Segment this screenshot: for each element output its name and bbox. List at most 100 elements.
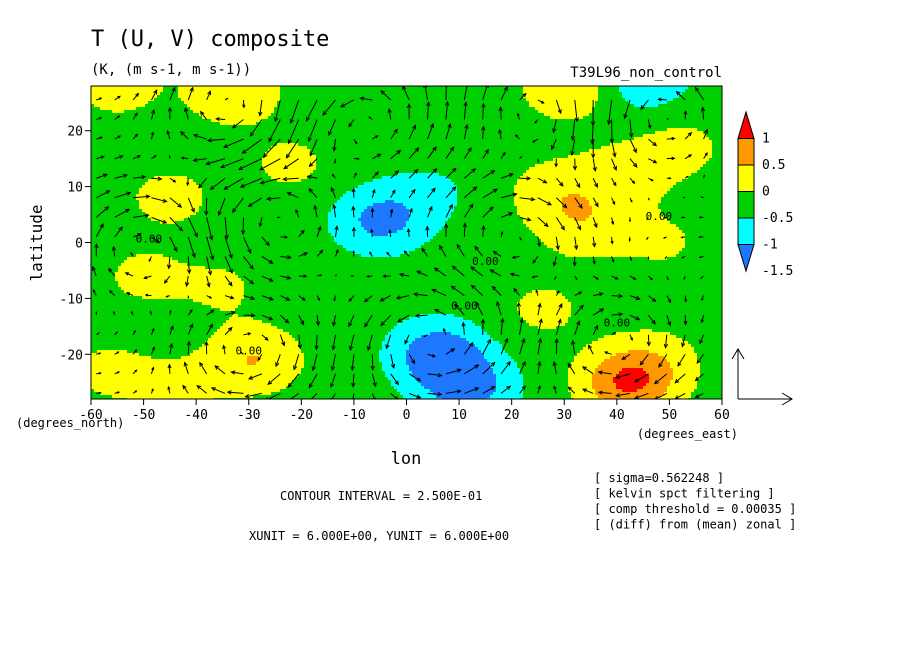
field-cell bbox=[163, 101, 167, 105]
chart-title: T (U, V) composite bbox=[91, 27, 329, 52]
field-cell bbox=[166, 200, 170, 204]
field-cell bbox=[181, 356, 185, 360]
field-cell bbox=[112, 104, 116, 108]
field-cell bbox=[145, 122, 149, 126]
field-cell bbox=[124, 389, 128, 393]
field-cell bbox=[91, 272, 95, 276]
field-cell bbox=[166, 101, 170, 105]
field-cell bbox=[196, 260, 200, 264]
field-cell bbox=[193, 182, 197, 186]
field-cell bbox=[106, 209, 110, 213]
field-cell bbox=[94, 266, 98, 270]
field-cell bbox=[133, 395, 137, 399]
field-cell bbox=[172, 356, 176, 360]
field-cell bbox=[112, 290, 116, 294]
field-cell bbox=[115, 152, 119, 156]
field-cell bbox=[220, 167, 224, 171]
field-cell bbox=[154, 395, 158, 399]
field-cell bbox=[148, 170, 152, 174]
field-cell bbox=[136, 140, 140, 144]
field-cell bbox=[115, 323, 119, 327]
field-cell bbox=[139, 347, 143, 351]
field-cell bbox=[142, 173, 146, 177]
field-cell bbox=[163, 98, 167, 102]
field-cell bbox=[91, 134, 95, 138]
field-cell bbox=[169, 188, 173, 192]
field-cell bbox=[175, 272, 179, 276]
field-cell bbox=[145, 335, 149, 339]
field-cell bbox=[148, 191, 152, 195]
field-cell bbox=[208, 374, 212, 378]
field-cell bbox=[226, 314, 230, 318]
field-cell bbox=[166, 161, 170, 165]
field-cell bbox=[118, 248, 122, 252]
field-cell bbox=[196, 365, 200, 369]
field-cell bbox=[97, 281, 101, 285]
field-cell bbox=[214, 188, 218, 192]
field-cell bbox=[136, 191, 140, 195]
field-cell bbox=[217, 251, 221, 255]
field-cell bbox=[181, 167, 185, 171]
field-cell bbox=[208, 167, 212, 171]
field-cell bbox=[160, 197, 164, 201]
field-cell bbox=[202, 383, 206, 387]
field-cell bbox=[196, 254, 200, 258]
field-cell bbox=[208, 371, 212, 375]
field-cell bbox=[166, 242, 170, 246]
field-cell bbox=[91, 197, 95, 201]
field-cell bbox=[160, 233, 164, 237]
field-cell bbox=[220, 194, 224, 198]
field-cell bbox=[97, 197, 101, 201]
field-cell bbox=[190, 350, 194, 354]
field-cell bbox=[112, 281, 116, 285]
field-cell bbox=[214, 293, 218, 297]
field-cell bbox=[148, 323, 152, 327]
field-cell bbox=[112, 386, 116, 390]
field-cell bbox=[187, 110, 191, 114]
field-cell bbox=[145, 224, 149, 228]
field-cell bbox=[160, 146, 164, 150]
field-cell bbox=[118, 269, 122, 273]
field-cell bbox=[175, 221, 179, 225]
field-cell bbox=[178, 383, 182, 387]
field-cell bbox=[136, 98, 140, 102]
field-cell bbox=[184, 389, 188, 393]
field-cell bbox=[127, 374, 131, 378]
field-cell bbox=[160, 107, 164, 111]
field-cell bbox=[148, 299, 152, 303]
field-cell bbox=[145, 317, 149, 321]
field-cell bbox=[187, 275, 191, 279]
field-cell bbox=[217, 125, 221, 129]
field-cell bbox=[229, 359, 233, 363]
field-cell bbox=[202, 377, 206, 381]
field-cell bbox=[160, 389, 164, 393]
field-cell bbox=[115, 329, 119, 333]
field-cell bbox=[148, 296, 152, 300]
field-cell bbox=[151, 272, 155, 276]
field-cell bbox=[172, 173, 176, 177]
field-cell bbox=[139, 365, 143, 369]
field-cell bbox=[91, 335, 95, 339]
field-cell bbox=[163, 86, 167, 90]
field-cell bbox=[115, 206, 119, 210]
field-cell bbox=[193, 131, 197, 135]
field-cell bbox=[196, 311, 200, 315]
field-cell bbox=[172, 383, 176, 387]
field-cell bbox=[121, 260, 125, 264]
field-cell bbox=[118, 143, 122, 147]
field-cell bbox=[160, 206, 164, 210]
field-cell bbox=[109, 230, 113, 234]
field-cell bbox=[121, 275, 125, 279]
field-cell bbox=[157, 266, 161, 270]
field-cell bbox=[100, 344, 104, 348]
field-cell bbox=[160, 119, 164, 123]
field-cell bbox=[181, 311, 185, 315]
field-cell bbox=[217, 137, 221, 141]
field-cell bbox=[124, 101, 128, 105]
field-cell bbox=[142, 251, 146, 255]
field-cell bbox=[139, 299, 143, 303]
field-cell bbox=[214, 194, 218, 198]
field-cell bbox=[157, 290, 161, 294]
field-cell bbox=[154, 176, 158, 180]
field-cell bbox=[139, 104, 143, 108]
